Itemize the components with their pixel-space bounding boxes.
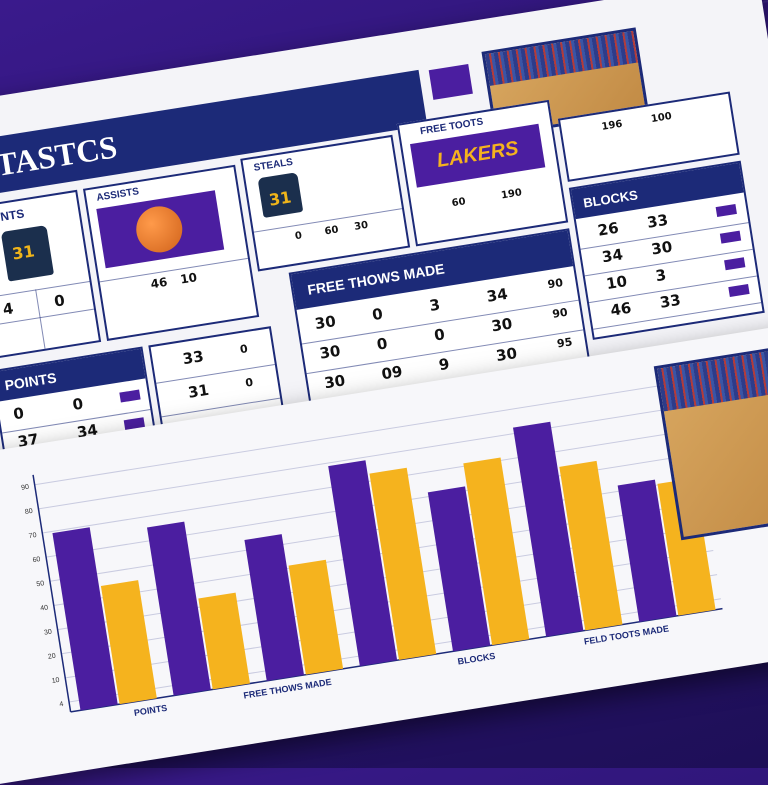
assists-value-2: 10 bbox=[179, 270, 198, 287]
bar bbox=[369, 467, 437, 660]
blocks-cell: 33 bbox=[658, 290, 682, 312]
bar bbox=[513, 421, 584, 637]
blocks-label: BLOCKS bbox=[582, 187, 639, 211]
bar bbox=[146, 521, 211, 696]
blocks-cell: 33 bbox=[645, 210, 670, 232]
mid-value-2: 190 bbox=[500, 187, 523, 202]
assists-label: ASSISTS bbox=[95, 186, 140, 204]
mid-value-1: 60 bbox=[451, 196, 467, 210]
row-tab bbox=[719, 230, 742, 244]
steals-panel: STEALS 31 0 60 30 bbox=[240, 134, 411, 272]
points-label: POUNTS bbox=[0, 206, 26, 229]
middle-cell: 31 bbox=[186, 380, 211, 402]
blocks-cell: 26 bbox=[596, 218, 620, 240]
gridline bbox=[34, 380, 687, 486]
y-tick-label: 50 bbox=[36, 580, 45, 588]
points-row-2: 0 bbox=[52, 291, 67, 311]
middle-cell: 33 bbox=[181, 347, 205, 369]
assists-panel: ASSISTS 46 10 bbox=[82, 164, 260, 341]
category-label: POINTS bbox=[133, 703, 168, 718]
free-throws-cell: 09 bbox=[380, 362, 404, 384]
free-throws-cell: 34 bbox=[485, 284, 509, 306]
bar bbox=[328, 460, 398, 667]
free-throws-side: 90 bbox=[546, 276, 564, 292]
basketball-icon bbox=[132, 203, 186, 256]
blocks-cell: 30 bbox=[650, 237, 674, 259]
free-throws-cell: 30 bbox=[494, 344, 519, 366]
steals-value-2: 60 bbox=[323, 224, 340, 238]
points-cell: 0 bbox=[12, 403, 26, 424]
bar bbox=[100, 580, 157, 705]
jersey-number: 31 bbox=[10, 241, 36, 264]
ball-tile bbox=[96, 190, 225, 269]
assists-value-1: 46 bbox=[149, 274, 169, 292]
free-throws-side: 90 bbox=[551, 305, 569, 321]
free-throws-cell: 0 bbox=[432, 325, 447, 345]
y-tick-label: 10 bbox=[51, 677, 60, 685]
free-throws-side: 95 bbox=[556, 335, 574, 351]
points-panel: POUNTS 31 4 0 bbox=[0, 189, 102, 360]
free-throws-made-label: FREE THOWS MADE bbox=[306, 260, 446, 298]
row-tab bbox=[728, 283, 750, 297]
bar bbox=[617, 479, 677, 622]
bar bbox=[52, 527, 118, 711]
blocks-cell: 34 bbox=[600, 245, 625, 267]
free-throws-cell: 0 bbox=[370, 304, 385, 325]
y-tick-label: 30 bbox=[44, 629, 53, 637]
free-throws-cell: 30 bbox=[322, 371, 347, 393]
blocks-panel: BLOCKS 26 33 34 30 10 3 46 33 bbox=[568, 160, 765, 340]
points-cell: 0 bbox=[71, 394, 85, 415]
gridline bbox=[38, 405, 691, 510]
row-tab bbox=[724, 257, 746, 271]
steals-value-3: 30 bbox=[353, 219, 369, 233]
top-right-value-2: 100 bbox=[650, 110, 673, 126]
free-throws-cell: 30 bbox=[313, 312, 338, 334]
free-throws-cell: 30 bbox=[490, 314, 514, 336]
jersey-icon: 31 bbox=[0, 225, 55, 282]
free-throws-cell: 30 bbox=[318, 341, 342, 363]
bar bbox=[463, 457, 530, 646]
free-throws-cell: 3 bbox=[428, 295, 442, 315]
accent-block bbox=[428, 64, 473, 100]
y-axis bbox=[32, 474, 72, 713]
free-throws-cell: 9 bbox=[437, 354, 451, 375]
bar bbox=[427, 486, 491, 652]
jersey-number-2: 31 bbox=[267, 187, 293, 210]
y-tick-label: 80 bbox=[25, 508, 34, 516]
y-tick-label: 90 bbox=[21, 484, 30, 492]
y-tick-label: 60 bbox=[32, 556, 41, 564]
category-label: BLOCKS bbox=[457, 651, 496, 667]
bar bbox=[244, 534, 304, 681]
y-tick-label: 4 bbox=[59, 701, 64, 709]
y-tick-label: 20 bbox=[47, 653, 56, 661]
chart-board: 90 80 70 60 50 40 30 20 10 4 POINTS FREE THOWS MADE… bbox=[0, 324, 768, 785]
row-tab bbox=[715, 203, 737, 217]
category-label: FREE THOWS MADE bbox=[243, 677, 332, 701]
free-throws-cell: 0 bbox=[375, 334, 389, 354]
middle-side: 0 bbox=[244, 375, 254, 390]
jersey-icon-2: 31 bbox=[257, 172, 304, 218]
page-title: STASTCS bbox=[0, 128, 120, 186]
steals-label: STEALS bbox=[253, 156, 294, 174]
top-right-value-1: 196 bbox=[600, 118, 624, 133]
blocks-cell: 3 bbox=[654, 265, 668, 286]
blocks-cell: 46 bbox=[609, 298, 633, 320]
bar bbox=[657, 477, 716, 616]
y-tick-label: 70 bbox=[28, 532, 37, 540]
middle-side: 0 bbox=[239, 342, 249, 357]
points-table-label: POINTS bbox=[3, 369, 58, 394]
bar bbox=[288, 559, 344, 675]
bar bbox=[559, 460, 623, 631]
logo-panel: FREE TOOTS LAKERS 60 190 bbox=[396, 99, 569, 247]
steals-value-1: 0 bbox=[294, 230, 303, 243]
blocks-cell: 10 bbox=[604, 271, 629, 294]
row-tab bbox=[119, 389, 141, 403]
y-tick-label: 40 bbox=[40, 604, 49, 612]
team-logo-text: LAKERS bbox=[435, 137, 520, 172]
bar bbox=[198, 592, 250, 690]
points-row-1: 4 bbox=[1, 299, 15, 319]
